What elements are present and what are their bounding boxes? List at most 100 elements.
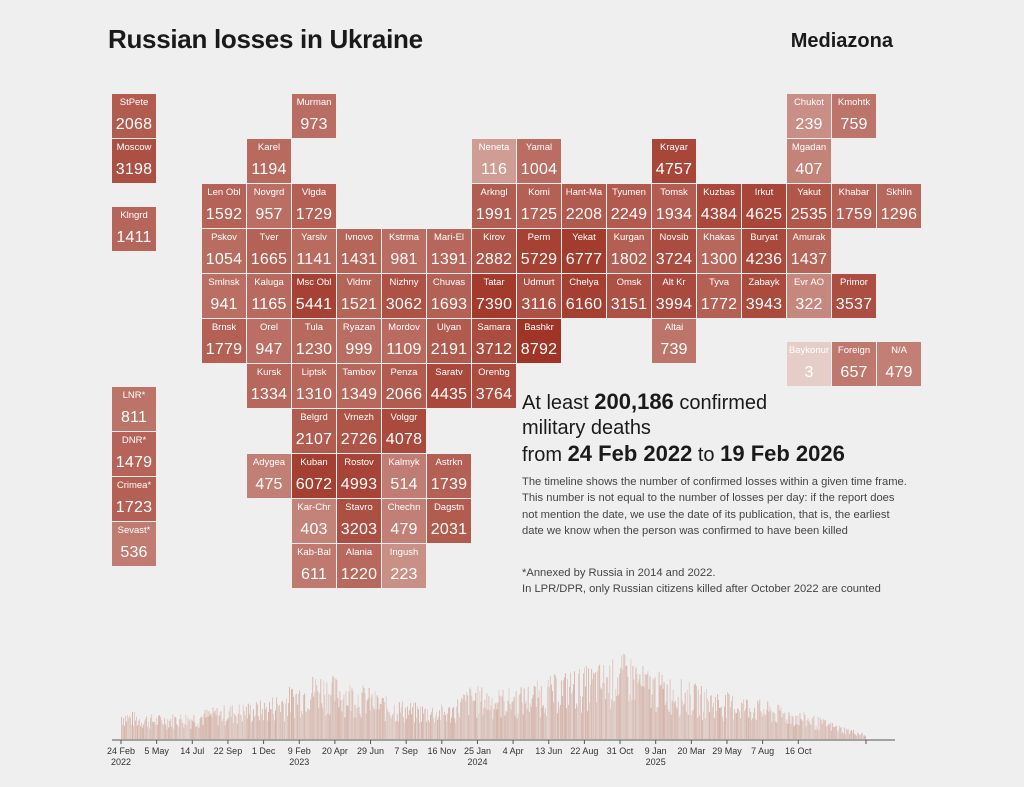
region-tile[interactable]: Brnsk 1779 (202, 319, 246, 363)
region-tile[interactable]: Kab-Bal 611 (292, 544, 336, 588)
region-tile[interactable]: Len Obl 1592 (202, 184, 246, 228)
region-tile[interactable]: Ivnovo 1431 (337, 229, 381, 273)
region-tile[interactable]: Belgrd 2107 (292, 409, 336, 453)
region-tile[interactable]: Alania 1220 (337, 544, 381, 588)
region-tile[interactable]: Ulyan 2191 (427, 319, 471, 363)
region-tile[interactable]: Kursk 1334 (247, 364, 291, 408)
region-tile[interactable]: Yekat 6777 (562, 229, 606, 273)
region-tile[interactable]: Baykonur 3 (787, 341, 831, 386)
region-tile[interactable]: Zabayk 3943 (742, 274, 786, 318)
region-tile[interactable]: Murman 973 (292, 94, 336, 138)
region-tile[interactable]: Perm 5729 (517, 229, 561, 273)
region-tile[interactable]: Penza 2066 (382, 364, 426, 408)
region-tile[interactable]: Komi 1725 (517, 184, 561, 228)
region-tile[interactable]: Rostov 4993 (337, 454, 381, 498)
region-tile[interactable]: Dagstn 2031 (427, 499, 471, 543)
region-tile[interactable]: Orel 947 (247, 319, 291, 363)
region-tile[interactable]: Moscow 3198 (112, 139, 156, 183)
region-tile[interactable]: StPete 2068 (112, 94, 156, 138)
region-tile[interactable]: DNR* 1479 (112, 431, 156, 476)
region-tile[interactable]: Amurak 1437 (787, 229, 831, 273)
region-tile[interactable]: Astrkn 1739 (427, 454, 471, 498)
region-tile[interactable]: Altai 739 (652, 319, 696, 363)
timeline-bar (493, 709, 495, 739)
region-tile[interactable]: Klngrd 1411 (112, 206, 156, 251)
region-tile[interactable]: Novgrd 957 (247, 184, 291, 228)
region-tile[interactable]: Chechn 479 (382, 499, 426, 543)
region-tile[interactable]: Stavro 3203 (337, 499, 381, 543)
region-tile[interactable]: Yakut 2535 (787, 184, 831, 228)
region-tile[interactable]: Yamal 1004 (517, 139, 561, 183)
region-tile[interactable]: Volggr 4078 (382, 409, 426, 453)
region-tile[interactable]: Karel 1194 (247, 139, 291, 183)
region-tile[interactable]: Crimea* 1723 (112, 476, 156, 521)
region-tile[interactable]: Tomsk 1934 (652, 184, 696, 228)
region-tile[interactable]: Sevast* 536 (112, 521, 156, 566)
region-tile[interactable]: Kmohtk 759 (832, 94, 876, 138)
region-tile[interactable]: Krayar 4757 (652, 139, 696, 183)
region-tile[interactable]: Buryat 4236 (742, 229, 786, 273)
region-tile[interactable]: Kstrma 981 (382, 229, 426, 273)
region-tile[interactable]: Tyva 1772 (697, 274, 741, 318)
timeline-bar (537, 697, 539, 739)
region-tile[interactable]: Chukot 239 (787, 94, 831, 138)
region-tile[interactable]: Khabar 1759 (832, 184, 876, 228)
region-tile[interactable]: Orenbg 3764 (472, 364, 516, 408)
region-tile[interactable]: Tula 1230 (292, 319, 336, 363)
region-tile[interactable]: Pskov 1054 (202, 229, 246, 273)
region-tile[interactable]: Skhlin 1296 (877, 184, 921, 228)
region-tile[interactable]: Tver 1665 (247, 229, 291, 273)
region-tile[interactable]: Liptsk 1310 (292, 364, 336, 408)
region-tile[interactable]: Arkngl 1991 (472, 184, 516, 228)
timeline-bar (303, 695, 305, 739)
region-tile[interactable]: Nizhny 3062 (382, 274, 426, 318)
timeline-bar (622, 669, 624, 739)
region-tile[interactable]: Mari-El 1391 (427, 229, 471, 273)
region-tile[interactable]: Evr AO 322 (787, 274, 831, 318)
region-tile[interactable]: Kar-Chr 403 (292, 499, 336, 543)
region-tile[interactable]: Samara 3712 (472, 319, 516, 363)
region-tile[interactable]: Chuvas 1693 (427, 274, 471, 318)
region-tile[interactable]: Mordov 1109 (382, 319, 426, 363)
region-tile[interactable]: Adygea 475 (247, 454, 291, 498)
region-tile[interactable]: LNR* 811 (112, 386, 156, 431)
region-tile[interactable]: Saratv 4435 (427, 364, 471, 408)
region-tile[interactable]: N/A 479 (877, 341, 921, 386)
region-tile[interactable]: Msc Obl 5441 (292, 274, 336, 318)
timeline-bar (215, 715, 217, 739)
region-tile[interactable]: Hant-Ma 2208 (562, 184, 606, 228)
region-tile[interactable]: Primor 3537 (832, 274, 876, 318)
region-tile[interactable]: Chelya 6160 (562, 274, 606, 318)
region-tile[interactable]: Ryazan 999 (337, 319, 381, 363)
region-tile[interactable]: Kuzbas 4384 (697, 184, 741, 228)
region-tile[interactable]: Kuban 6072 (292, 454, 336, 498)
region-tile[interactable]: Tyumen 2249 (607, 184, 651, 228)
region-tile[interactable]: Foreign 657 (832, 341, 876, 386)
region-tile[interactable]: Kalmyk 514 (382, 454, 426, 498)
region-tile[interactable]: Kirov 2882 (472, 229, 516, 273)
timeline-bar (297, 704, 299, 739)
region-tile[interactable]: Ingush 223 (382, 544, 426, 588)
region-tile[interactable]: Kurgan 1802 (607, 229, 651, 273)
timeline-bar (739, 711, 741, 739)
region-tile[interactable]: Vldmr 1521 (337, 274, 381, 318)
region-tile[interactable]: Tatar 7390 (472, 274, 516, 318)
region-tile[interactable]: Bashkr 8792 (517, 319, 561, 363)
timeline-bar (240, 714, 242, 739)
region-tile[interactable]: Tambov 1349 (337, 364, 381, 408)
region-tile[interactable]: Smlnsk 941 (202, 274, 246, 318)
region-tile[interactable]: Irkut 4625 (742, 184, 786, 228)
region-tile[interactable]: Neneta 116 (472, 139, 516, 183)
region-tile[interactable]: Udmurt 3116 (517, 274, 561, 318)
region-tile[interactable]: Novsib 3724 (652, 229, 696, 273)
region-tile[interactable]: Vrnezh 2726 (337, 409, 381, 453)
region-tile[interactable]: Khakas 1300 (697, 229, 741, 273)
region-tile[interactable]: Kaluga 1165 (247, 274, 291, 318)
region-tile[interactable]: Omsk 3151 (607, 274, 651, 318)
timeline-bar (502, 689, 504, 739)
region-tile[interactable]: Vlgda 1729 (292, 184, 336, 228)
region-tile[interactable]: Yarslv 1141 (292, 229, 336, 273)
timeline-bar (721, 706, 722, 739)
region-tile[interactable]: Alt Kr 3994 (652, 274, 696, 318)
region-tile[interactable]: Mgadan 407 (787, 139, 831, 183)
